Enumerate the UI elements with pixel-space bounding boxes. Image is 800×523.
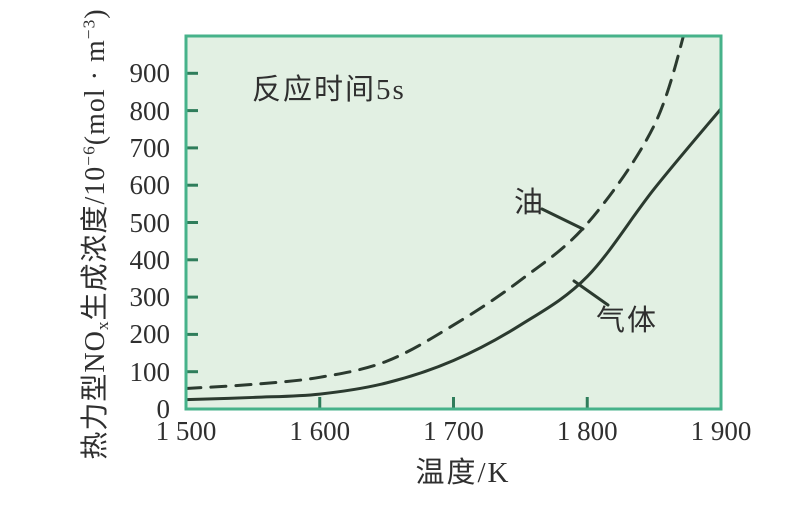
x-tick-label: 1 800: [556, 416, 618, 446]
x-tick-label: 1 600: [289, 416, 351, 446]
y-tick-label: 400: [129, 244, 171, 275]
gas-leader-line: [572, 279, 610, 307]
y-tick-label: 500: [129, 207, 171, 238]
x-tick-label: 1 900: [690, 416, 752, 446]
y-tick-label: 100: [129, 356, 171, 387]
y-axis-label-segment: −6: [79, 145, 99, 166]
y-axis-label-segment: −3: [79, 18, 99, 40]
y-tick-label: 800: [129, 95, 171, 126]
y-tick-label: 200: [129, 319, 171, 350]
series-label-gas: 气体: [596, 305, 659, 337]
y-tick-label: 600: [129, 170, 171, 201]
y-tick-label: 700: [129, 132, 171, 163]
plot-border: [184, 34, 723, 411]
x-tick-label: 1 700: [423, 416, 484, 446]
annotation-reaction-time: 反应时间5s: [252, 74, 406, 106]
x-tick-label: 1 500: [155, 416, 217, 446]
oil-leader-line: [540, 207, 585, 231]
plot-background: [186, 36, 721, 409]
y-tick-label: 900: [129, 58, 171, 89]
y-tick-label: 300: [129, 282, 171, 313]
curve-gas-solid: [186, 107, 721, 402]
y-axis-label-segment: 热力型NO: [80, 330, 111, 460]
y-axis-label-segment: (mol · m: [80, 39, 111, 146]
y-tick-label: 0: [156, 394, 171, 424]
x-axis-label: 温度/K: [415, 457, 511, 489]
curve-oil-dashed: [186, 36, 685, 390]
series-label-oil: 油: [514, 187, 544, 219]
y-axis-label-segment: ): [80, 8, 111, 19]
